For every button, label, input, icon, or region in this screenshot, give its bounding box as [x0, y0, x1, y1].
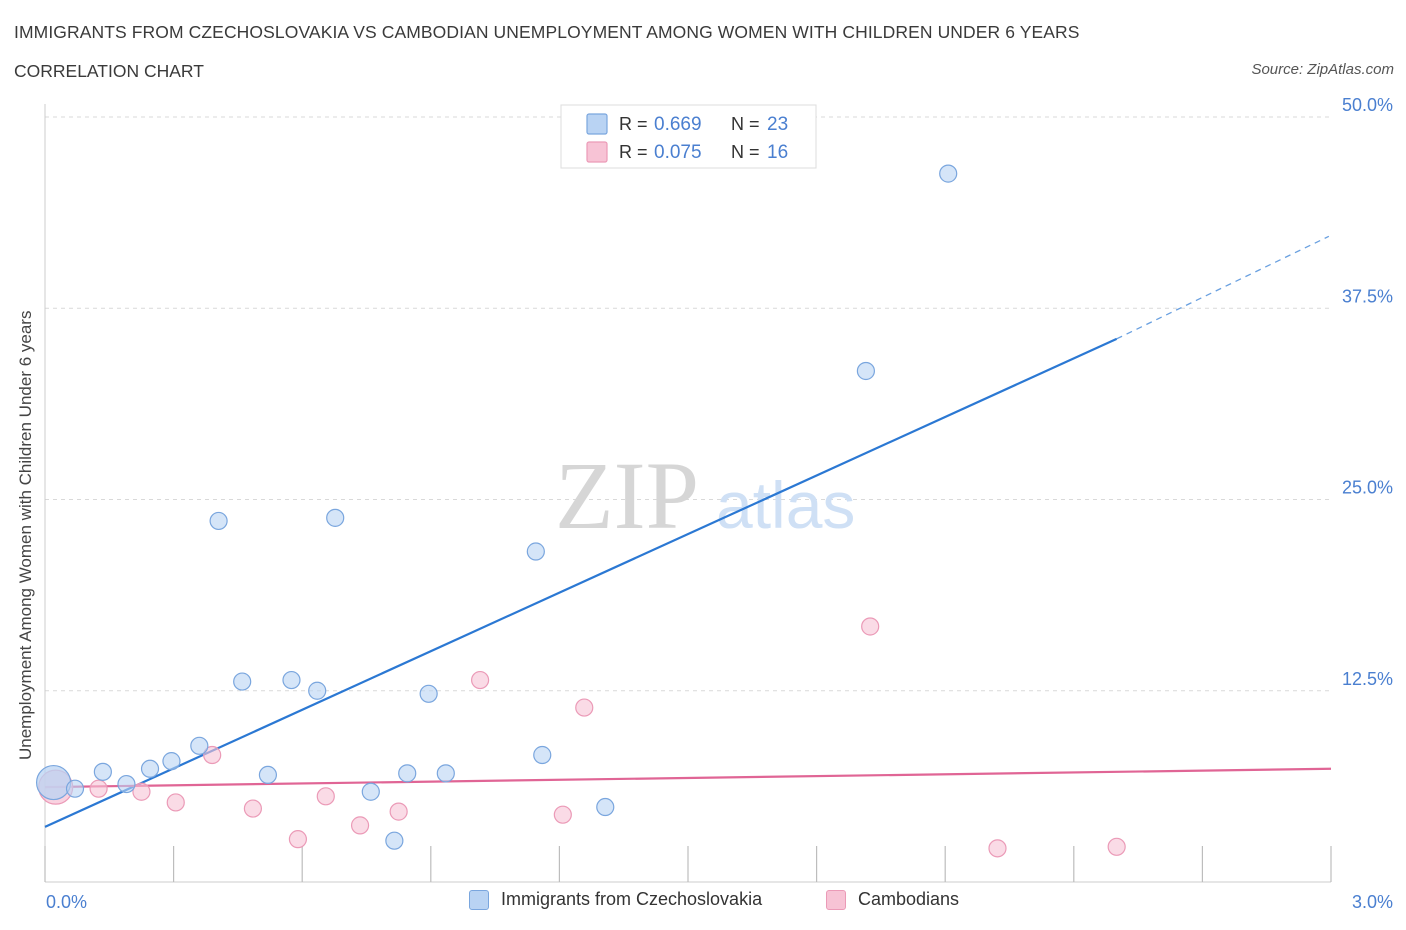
- legend-item-czechoslovakia: Immigrants from Czechoslovakia: [469, 889, 762, 910]
- trend-layer: [44, 235, 1332, 828]
- point-czechoslovakia: [596, 797, 615, 817]
- point-czechoslovakia: [233, 672, 252, 691]
- watermark: ZIP atlas: [555, 442, 855, 549]
- series-legend: Immigrants from Czechoslovakia Cambodian…: [0, 889, 1406, 915]
- y-tick-label: 50.0%: [1342, 95, 1393, 115]
- legend-item-cambodians: Cambodians: [826, 889, 959, 910]
- point-czechoslovakia: [209, 511, 228, 531]
- watermark-atlas: atlas: [716, 468, 855, 542]
- point-czechoslovakia: [117, 774, 136, 794]
- point-czechoslovakia: [385, 831, 404, 850]
- x-tick-label: 3.0%: [1352, 892, 1393, 912]
- point-czechoslovakia: [282, 670, 301, 690]
- n-label: N =: [731, 114, 760, 134]
- legend-swatch-blue: [469, 889, 489, 910]
- point-cambodians: [288, 830, 308, 849]
- x-tick-label: 0.0%: [46, 892, 87, 912]
- point-czechoslovakia: [533, 745, 552, 765]
- legend-label-cambodians: Cambodians: [858, 889, 960, 909]
- source-note: Source: ZipAtlas.com: [1251, 61, 1394, 78]
- point-czechoslovakia: [856, 361, 875, 381]
- point-czechoslovakia: [398, 764, 417, 783]
- point-czechoslovakia: [65, 779, 85, 798]
- chart-subtitle: CORRELATION CHART: [14, 61, 204, 81]
- point-cambodians: [350, 816, 370, 835]
- point-cambodians: [470, 670, 490, 690]
- point-cambodians: [316, 787, 335, 806]
- legend-swatch-pink: [826, 889, 846, 910]
- legend-label-czechoslovakia: Immigrants from Czechoslovakia: [501, 889, 763, 909]
- trend-line-czechoslovakia: [44, 337, 1118, 828]
- point-cambodians: [166, 793, 185, 812]
- point-cambodians: [203, 745, 222, 765]
- point-czechoslovakia: [419, 684, 438, 703]
- y-tick-label: 25.0%: [1342, 478, 1393, 498]
- stats-legend: R = 0.669 N = 23 R = 0.075 N = 16: [560, 104, 817, 169]
- chart-title: IMMIGRANTS FROM CZECHOSLOVAKIA VS CAMBOD…: [14, 22, 1080, 42]
- point-layer: [35, 164, 1126, 858]
- point-czechoslovakia: [308, 681, 327, 700]
- n-label: N =: [731, 142, 760, 162]
- point-czechoslovakia: [35, 764, 72, 801]
- axis-layer: 12.5% 25.0% 37.5% 50.0% 0.0% 3.0%: [44, 95, 1393, 912]
- point-cambodians: [389, 802, 408, 821]
- r-value: 0.669: [654, 114, 702, 135]
- point-cambodians: [1107, 837, 1126, 856]
- point-cambodians: [132, 782, 151, 801]
- point-czechoslovakia: [526, 542, 545, 561]
- n-value: 16: [767, 142, 788, 163]
- point-czechoslovakia: [939, 164, 958, 183]
- point-czechoslovakia: [190, 736, 209, 755]
- r-label: R =: [619, 114, 648, 134]
- point-cambodians: [243, 799, 263, 818]
- point-cambodians: [861, 617, 880, 636]
- r-label: R =: [619, 142, 648, 162]
- y-tick-label: 37.5%: [1342, 286, 1393, 306]
- watermark-zip: ZIP: [555, 442, 699, 549]
- point-cambodians: [553, 805, 572, 824]
- point-czechoslovakia: [258, 765, 278, 785]
- y-axis-label: Unemployment Among Women with Children U…: [16, 310, 35, 760]
- grid-layer: [45, 116, 1331, 692]
- trend-line-cambodians: [44, 767, 1332, 789]
- point-czechoslovakia: [93, 762, 112, 781]
- point-czechoslovakia: [326, 508, 345, 527]
- point-cambodians: [988, 839, 1007, 858]
- point-czechoslovakia: [162, 752, 181, 771]
- point-czechoslovakia: [436, 764, 455, 783]
- y-tick-label: 12.5%: [1342, 669, 1393, 689]
- stats-swatch-blue: [586, 113, 608, 135]
- r-value: 0.075: [654, 142, 702, 163]
- point-cambodians: [89, 779, 108, 798]
- n-value: 23: [767, 114, 788, 135]
- point-czechoslovakia: [361, 782, 380, 801]
- point-cambodians: [575, 698, 594, 717]
- point-czechoslovakia: [140, 759, 160, 778]
- trend-line-czechoslovakia-extension: [1116, 235, 1330, 340]
- stats-swatch-pink: [586, 141, 608, 163]
